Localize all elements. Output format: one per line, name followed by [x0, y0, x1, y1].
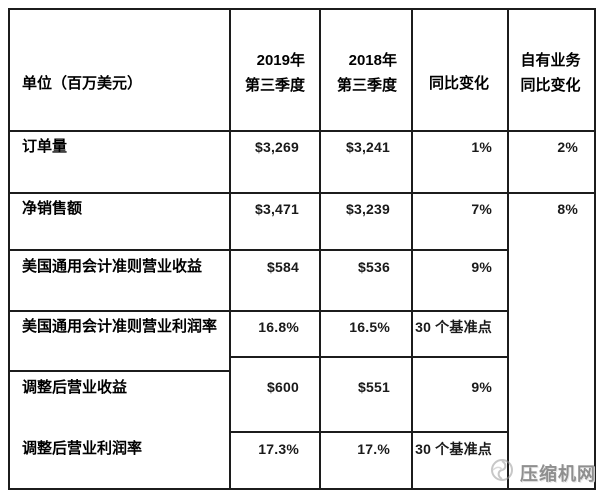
- watermark: 压缩机网: [489, 457, 596, 488]
- row-label-adjusted-operating-margin: 调整后营业利润率: [22, 440, 143, 457]
- grid-line-right-border: [594, 8, 596, 490]
- value-gaap-margin-yoy: 30 个基准点: [415, 319, 492, 335]
- value-gaap-income-2018: $536: [358, 259, 390, 275]
- value-net-sales-2019: $3,471: [254, 201, 299, 217]
- value-adjusted-income-2019: $600: [267, 379, 299, 395]
- row-label-gaap-operating-income: 美国通用会计准则营业收益: [22, 258, 203, 275]
- header-2019-q3-line2: 第三季度: [244, 77, 305, 94]
- grid-line-top-border: [8, 8, 596, 10]
- value-orders-2019: $3,269: [254, 139, 299, 155]
- value-adjusted-margin-2018: 17.%: [357, 441, 390, 457]
- header-2019-q3: 2019年 第三季度: [231, 48, 305, 98]
- grid-line-row4-bottom-values: [229, 356, 509, 358]
- grid-line-row2-bottom: [8, 249, 509, 251]
- value-adjusted-margin-yoy: 30 个基准点: [415, 441, 492, 457]
- header-2018-q3-line2: 第三季度: [336, 77, 397, 94]
- header-organic-line2: 同比变化: [520, 77, 581, 94]
- watermark-text: 压缩机网: [520, 463, 596, 484]
- value-orders-yoy: 1%: [471, 139, 492, 155]
- header-2018-q3-line1: 2018年: [348, 52, 397, 69]
- grid-line-row4-bottom-label: [8, 370, 231, 372]
- header-organic-line1: 自有业务: [520, 52, 581, 69]
- grid-line-row3-bottom: [8, 310, 509, 312]
- grid-line-row1-bottom: [8, 192, 596, 194]
- header-2018-q3: 2018年 第三季度: [321, 48, 397, 98]
- value-gaap-margin-2019: 16.8%: [258, 319, 299, 335]
- value-adjusted-margin-2019: 17.3%: [258, 441, 299, 457]
- row-label-net-sales: 净销售额: [22, 200, 83, 217]
- value-net-sales-organic: 8%: [557, 201, 578, 217]
- grid-line-bottom-border: [8, 488, 596, 490]
- value-orders-2018: $3,241: [345, 139, 390, 155]
- value-net-sales-yoy: 7%: [471, 201, 492, 217]
- row-label-gaap-operating-margin: 美国通用会计准则营业利润率: [22, 318, 218, 335]
- header-unit: 单位（百万美元）: [22, 75, 143, 92]
- value-adjusted-income-2018: $551: [358, 379, 390, 395]
- header-organic-yoy-change: 自有业务 同比变化: [509, 48, 592, 98]
- header-yoy-change: 同比变化: [428, 75, 489, 92]
- grid-line-header-bottom: [8, 130, 596, 132]
- row-label-adjusted-operating-income: 调整后营业收益: [22, 379, 128, 396]
- value-gaap-income-2019: $584: [267, 259, 299, 275]
- value-gaap-income-yoy: 9%: [471, 259, 492, 275]
- value-net-sales-2018: $3,239: [345, 201, 390, 217]
- value-gaap-margin-2018: 16.5%: [349, 319, 390, 335]
- pinwheel-logo-icon: [489, 457, 515, 488]
- grid-line-row5-bottom-values: [229, 431, 509, 433]
- value-adjusted-income-yoy: 9%: [471, 379, 492, 395]
- value-orders-organic: 2%: [557, 139, 578, 155]
- row-label-orders: 订单量: [22, 138, 68, 155]
- header-2019-q3-line1: 2019年: [256, 52, 305, 69]
